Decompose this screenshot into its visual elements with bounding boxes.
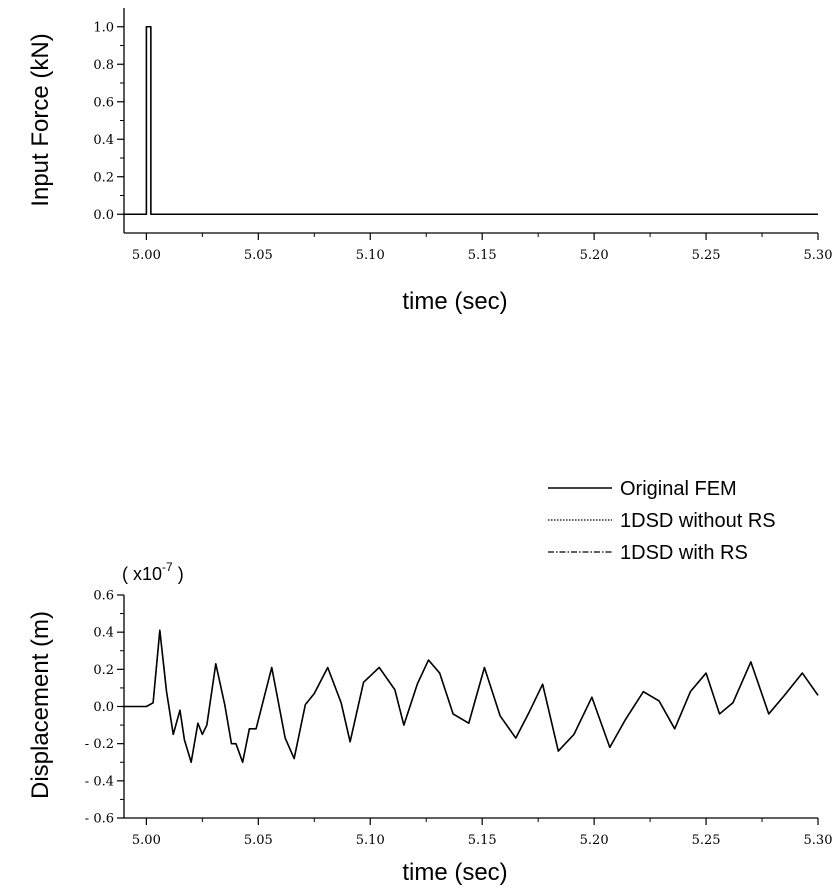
y-tick-label: 0.0: [93, 208, 114, 223]
x-tick-label: 5.20: [580, 833, 609, 848]
force-y-ticks: 0.0 0.2 0.4 0.6 0.8 1.0: [93, 20, 124, 223]
disp-y-axis-title: Displacement (m): [27, 611, 54, 799]
force-series: [124, 25, 818, 216]
y-tick-label: - 0.6: [85, 812, 114, 827]
y-tick-label: 0.6: [93, 95, 114, 110]
disp-series: [124, 629, 819, 764]
y-tick-label: - 0.2: [85, 737, 114, 752]
x-tick-label: 5.00: [132, 248, 161, 263]
x-tick-label: 5.20: [580, 248, 609, 263]
multiplier-close: ): [173, 564, 184, 584]
y-tick-label: 0.4: [93, 133, 114, 148]
x-tick-label: 5.05: [244, 833, 273, 848]
x-tick-label: 5.25: [692, 248, 721, 263]
x-tick-label: 5.30: [804, 833, 833, 848]
x-tick-label: 5.15: [468, 248, 497, 263]
multiplier-base: ( x10: [122, 564, 162, 584]
x-tick-label: 5.00: [132, 833, 161, 848]
disp-x-axis-title: time (sec): [402, 859, 507, 886]
disp-x-ticks: 5.00 5.05 5.10 5.15 5.20 5.25 5.30: [132, 818, 833, 848]
force-x-ticks: 5.00 5.05 5.10 5.15 5.20 5.25 5.30: [132, 233, 833, 263]
x-tick-label: 5.10: [356, 248, 385, 263]
disp-legend: Original FEM 1DSD without RS 1DSD with R…: [548, 478, 776, 564]
y-tick-label: 0.0: [93, 700, 114, 715]
legend-label-original-fem: Original FEM: [620, 478, 737, 500]
disp-y-ticks: - 0.6 - 0.4 - 0.2 0.0 0.2 0.4 0.6: [85, 589, 124, 827]
y-tick-label: 0.6: [93, 589, 114, 604]
x-tick-label: 5.25: [692, 833, 721, 848]
multiplier-exponent: -7: [162, 560, 173, 574]
force-x-axis-title: time (sec): [402, 288, 507, 315]
x-tick-label: 5.05: [244, 248, 273, 263]
series-line-0: [124, 25, 818, 216]
x-tick-label: 5.30: [804, 248, 833, 263]
force-y-axis-title: Input Force (kN): [27, 33, 54, 206]
y-tick-label: 0.2: [93, 170, 114, 185]
y-tick-label: 1.0: [93, 20, 114, 35]
displacement-chart: - 0.6 - 0.4 - 0.2 0.0 0.2 0.4 0.6 5.00 5.05 5.10…: [27, 478, 832, 886]
y-tick-label: - 0.4: [85, 774, 114, 789]
y-tick-label: 0.4: [93, 626, 114, 641]
series-line-2: [124, 629, 819, 763]
legend-label-1dsd-without-rs: 1DSD without RS: [620, 510, 776, 532]
x-tick-label: 5.10: [356, 833, 385, 848]
legend-label-1dsd-with-rs: 1DSD with RS: [620, 542, 748, 564]
y-tick-label: 0.2: [93, 663, 114, 678]
x-tick-label: 5.15: [468, 833, 497, 848]
force-chart: 0.00.20.40.60.81.0 5.00 5.05 5.10 5.15 5.20 5…: [27, 8, 832, 315]
disp-multiplier: ( x10-7 ): [122, 560, 184, 584]
y-tick-label: 0.8: [93, 58, 114, 73]
